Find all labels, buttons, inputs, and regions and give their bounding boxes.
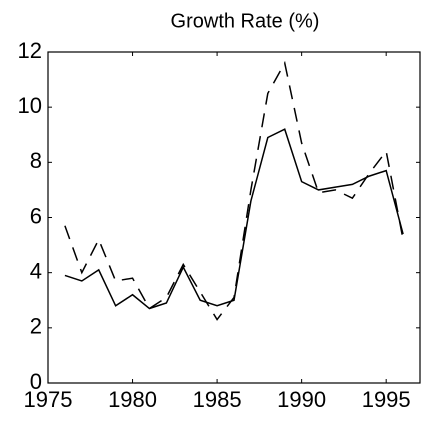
y-tick-label: 6 — [30, 203, 42, 228]
y-tick-label: 0 — [30, 369, 42, 394]
y-tick-label: 10 — [18, 93, 42, 118]
plot-frame — [47, 51, 421, 384]
x-tick-label: 1975 — [24, 387, 73, 412]
x-tick-label: 1980 — [108, 387, 157, 412]
chart-title: Growth Rate (%) — [171, 10, 320, 32]
x-tick-label: 1985 — [193, 387, 242, 412]
series-line — [64, 128, 404, 310]
y-tick-label: 12 — [18, 38, 42, 63]
series-line — [64, 60, 404, 321]
x-tick-label: 1990 — [277, 387, 326, 412]
y-tick-label: 8 — [30, 148, 42, 173]
y-tick-label: 4 — [30, 258, 42, 283]
x-tick-label: 1995 — [362, 387, 411, 412]
y-tick-label: 2 — [30, 314, 42, 339]
